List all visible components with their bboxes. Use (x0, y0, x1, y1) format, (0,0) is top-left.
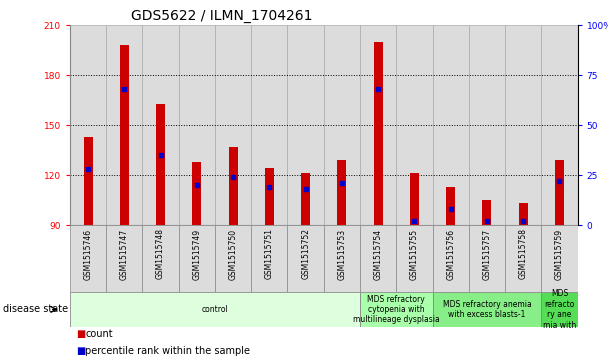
Text: GSM1515758: GSM1515758 (519, 228, 528, 280)
Bar (374, 42, 382, 225)
Bar (70, 225, 106, 292)
Text: GSM1515747: GSM1515747 (120, 228, 129, 280)
Bar (432, 225, 469, 292)
Bar (192, 162, 201, 225)
Bar (265, 168, 274, 225)
Text: GSM1515748: GSM1515748 (156, 228, 165, 280)
Bar (251, 25, 288, 225)
Text: GSM1515755: GSM1515755 (410, 228, 419, 280)
Bar (396, 25, 432, 225)
Bar (541, 225, 578, 292)
Bar (288, 25, 323, 225)
Bar (229, 147, 238, 225)
Text: count: count (85, 329, 112, 339)
Text: MDS
refracto
ry ane
mia with: MDS refracto ry ane mia with (543, 289, 576, 330)
Bar (360, 292, 432, 327)
Text: disease state: disease state (3, 305, 68, 314)
Bar (215, 25, 251, 225)
Bar (70, 292, 360, 327)
Bar (410, 174, 419, 225)
Bar (288, 225, 323, 292)
Bar (120, 45, 129, 225)
Bar (70, 25, 106, 225)
Bar (156, 103, 165, 225)
Bar (337, 160, 347, 225)
Bar (106, 225, 142, 292)
Bar (555, 160, 564, 225)
Text: GSM1515757: GSM1515757 (482, 228, 491, 280)
Bar (505, 225, 541, 292)
Text: GSM1515750: GSM1515750 (229, 228, 238, 280)
Bar (396, 225, 432, 292)
Bar (251, 225, 288, 292)
Bar (360, 25, 396, 225)
Bar (360, 225, 396, 292)
Text: GSM1515753: GSM1515753 (337, 228, 347, 280)
Text: GSM1515749: GSM1515749 (192, 228, 201, 280)
Bar (142, 25, 179, 225)
Text: GSM1515746: GSM1515746 (83, 228, 92, 280)
Bar (519, 203, 528, 225)
Text: GSM1515756: GSM1515756 (446, 228, 455, 280)
Text: ■: ■ (76, 329, 85, 339)
Bar (541, 292, 578, 327)
Bar (541, 25, 578, 225)
Text: MDS refractory
cytopenia with
multilineage dysplasia: MDS refractory cytopenia with multilinea… (353, 294, 440, 325)
Bar (469, 225, 505, 292)
Bar (323, 225, 360, 292)
Text: GSM1515751: GSM1515751 (265, 228, 274, 280)
Text: MDS refractory anemia
with excess blasts-1: MDS refractory anemia with excess blasts… (443, 300, 531, 319)
Bar (446, 187, 455, 225)
Text: GSM1515754: GSM1515754 (374, 228, 382, 280)
Text: GSM1515752: GSM1515752 (301, 228, 310, 280)
Bar (505, 25, 541, 225)
Bar (142, 225, 179, 292)
Bar (432, 292, 541, 327)
Bar (469, 25, 505, 225)
Bar (323, 25, 360, 225)
Bar (83, 137, 92, 225)
Text: percentile rank within the sample: percentile rank within the sample (85, 346, 250, 356)
Bar (482, 200, 491, 225)
Bar (432, 25, 469, 225)
Text: control: control (202, 305, 229, 314)
Bar (179, 25, 215, 225)
Bar (301, 174, 310, 225)
Bar (106, 25, 142, 225)
Text: GSM1515759: GSM1515759 (555, 228, 564, 280)
Bar (179, 225, 215, 292)
Text: GDS5622 / ILMN_1704261: GDS5622 / ILMN_1704261 (131, 9, 313, 23)
Text: ■: ■ (76, 346, 85, 356)
Bar (215, 225, 251, 292)
